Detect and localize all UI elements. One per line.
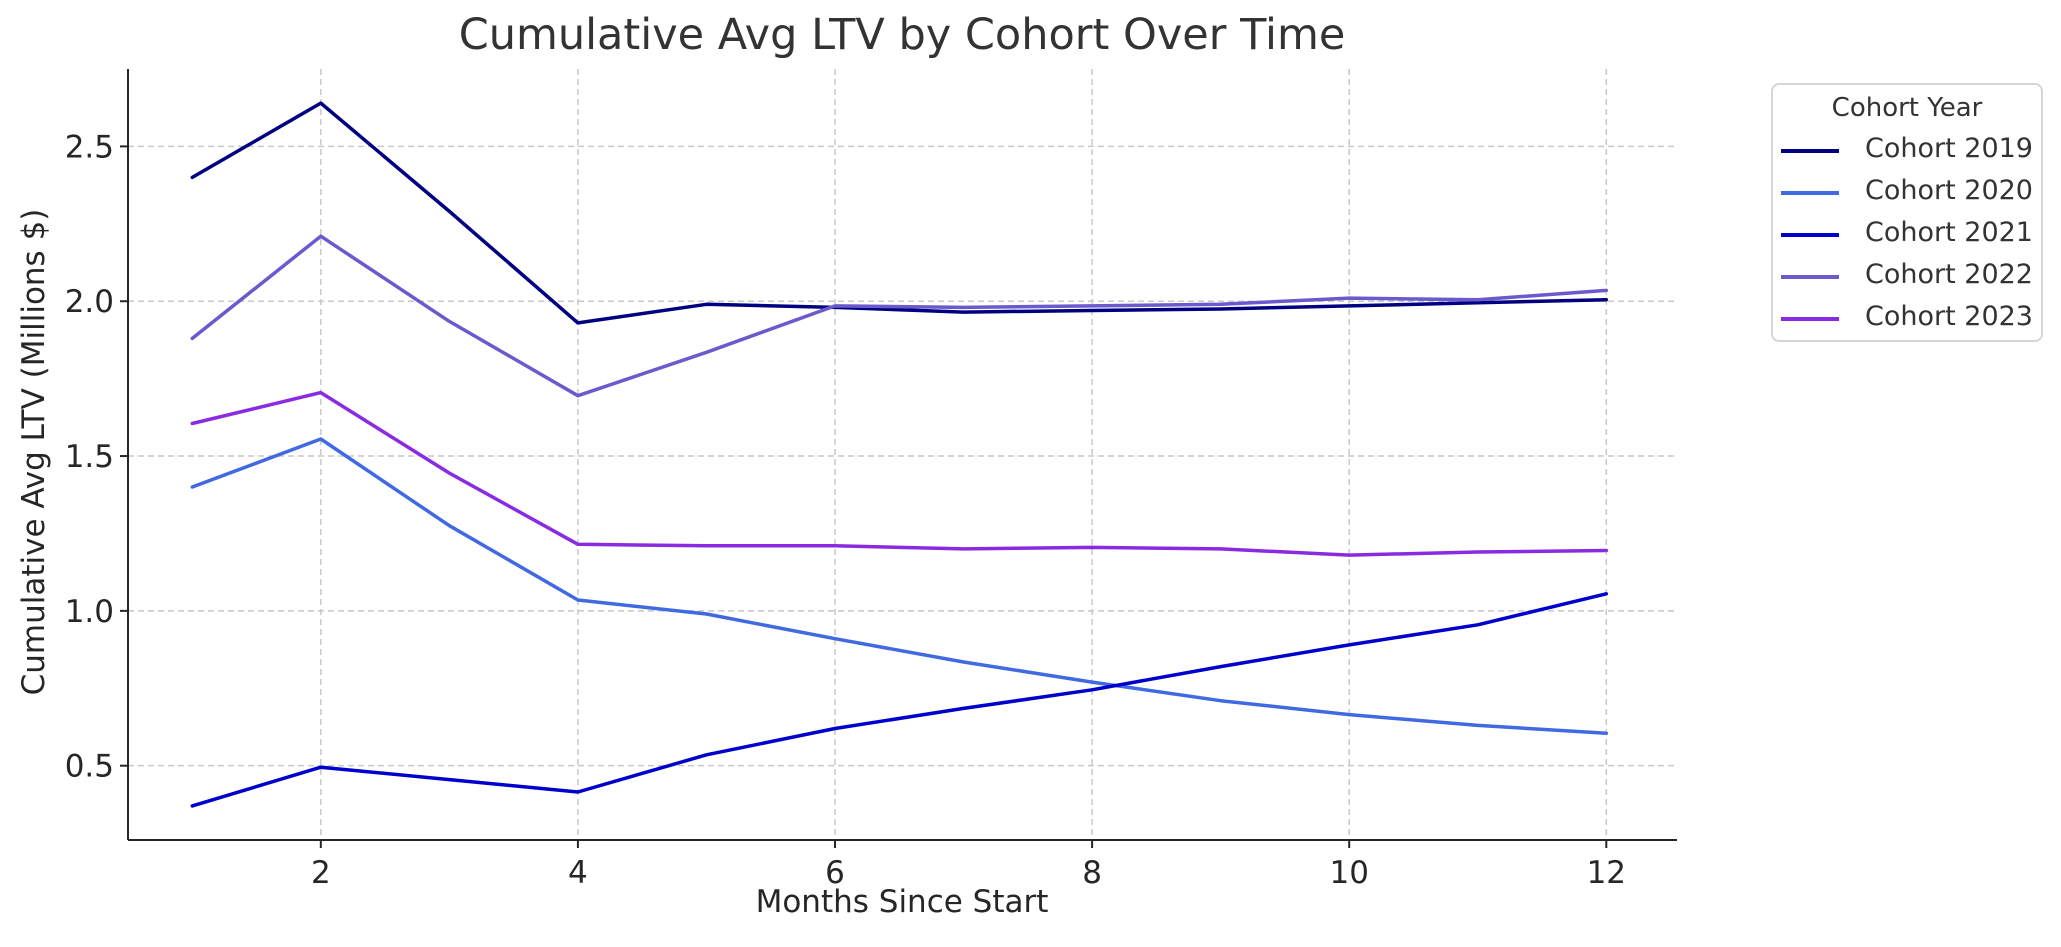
legend-swatch: [1781, 233, 1839, 237]
x-tick-label: 8: [1082, 855, 1102, 891]
x-axis-label: Months Since Start: [755, 884, 1049, 920]
legend-swatch: [1781, 317, 1839, 321]
legend: Cohort Year Cohort 2019 Cohort 2020 Coho…: [1771, 83, 2043, 342]
legend-item-cohort-2019: Cohort 2019: [1781, 131, 2043, 171]
series-lines: [190, 101, 1609, 808]
x-tick-label: 6: [825, 855, 845, 891]
legend-title: Cohort Year: [1831, 93, 1983, 123]
x-tick-label: 2: [311, 855, 331, 891]
legend-item-cohort-2023: Cohort 2023: [1781, 299, 2043, 339]
x-tick-label: 4: [568, 855, 588, 891]
series-line-cohort-2021: [190, 592, 1609, 808]
legend-swatch: [1781, 191, 1839, 195]
y-tick-label: 0.5: [65, 749, 114, 785]
series-line-cohort-2023: [190, 390, 1609, 557]
chart-title: Cumulative Avg LTV by Cohort Over Time: [458, 10, 1346, 60]
legend-swatch: [1781, 275, 1839, 279]
legend-label: Cohort 2020: [1865, 175, 2033, 206]
y-tick-label: 1.0: [65, 594, 114, 630]
legend-label: Cohort 2022: [1865, 259, 2033, 290]
series-line-cohort-2019: [190, 101, 1609, 325]
gridlines: [128, 69, 1677, 840]
x-tick-label: 10: [1329, 855, 1368, 891]
legend-swatch: [1781, 149, 1839, 153]
axes: 2 4 6 8 10 12 0.5 1.0 1.5 2.0 2.5: [65, 69, 1677, 891]
y-tick-label: 2.0: [65, 284, 114, 320]
y-tick-label: 1.5: [65, 439, 114, 475]
x-tick-label: 12: [1587, 855, 1626, 891]
legend-item-cohort-2022: Cohort 2022: [1781, 257, 2043, 297]
series-line-cohort-2020: [190, 437, 1609, 735]
legend-label: Cohort 2019: [1865, 133, 2033, 164]
legend-label: Cohort 2023: [1865, 301, 2033, 332]
y-axis-label: Cumulative Avg LTV (Millions $): [16, 208, 52, 696]
legend-item-cohort-2021: Cohort 2021: [1781, 215, 2043, 255]
legend-item-cohort-2020: Cohort 2020: [1781, 173, 2043, 213]
series-line-cohort-2022: [190, 234, 1609, 398]
y-tick-label: 2.5: [65, 129, 114, 165]
legend-label: Cohort 2021: [1865, 217, 2033, 248]
